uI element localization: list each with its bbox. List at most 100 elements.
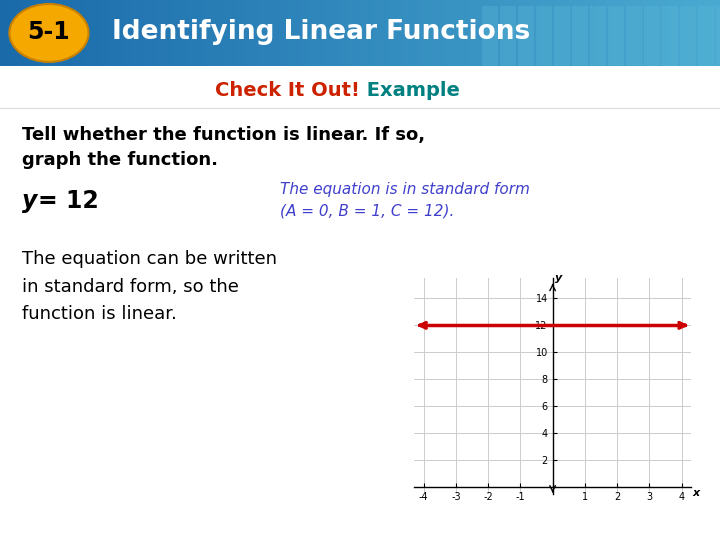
Bar — [65, 0, 73, 66]
Bar — [680, 42, 696, 54]
Bar — [536, 30, 552, 42]
Bar — [302, 0, 311, 66]
Text: Example: Example — [360, 82, 460, 100]
Bar — [295, 0, 304, 66]
Bar — [367, 0, 376, 66]
Bar — [403, 0, 412, 66]
Bar — [331, 0, 340, 66]
Bar — [446, 0, 455, 66]
Text: Check It Out!: Check It Out! — [215, 82, 360, 100]
Bar — [29, 0, 37, 66]
Bar — [518, 18, 534, 30]
Bar — [716, 54, 720, 66]
Bar — [108, 0, 117, 66]
Bar — [662, 42, 678, 54]
Bar — [684, 0, 693, 66]
Text: x: x — [693, 488, 700, 498]
Bar — [497, 0, 505, 66]
Bar — [680, 30, 696, 42]
Bar — [338, 0, 347, 66]
Bar — [259, 0, 268, 66]
Bar — [187, 0, 196, 66]
Bar — [137, 0, 145, 66]
Bar — [360, 0, 369, 66]
Bar — [644, 6, 660, 18]
Bar — [569, 0, 577, 66]
Bar — [716, 6, 720, 18]
Bar — [500, 6, 516, 18]
Bar — [648, 0, 657, 66]
Bar — [536, 54, 552, 66]
Bar — [540, 0, 549, 66]
Bar — [590, 54, 606, 66]
Bar — [536, 18, 552, 30]
Bar — [626, 0, 635, 66]
Text: The equation is in standard form: The equation is in standard form — [280, 182, 530, 197]
Bar — [662, 54, 678, 66]
Bar — [626, 54, 642, 66]
Bar — [590, 6, 606, 18]
Bar — [662, 18, 678, 30]
Bar — [547, 0, 556, 66]
Bar — [608, 18, 624, 30]
Bar — [439, 0, 448, 66]
Bar — [209, 0, 217, 66]
Bar — [374, 0, 383, 66]
Bar — [346, 0, 354, 66]
Bar — [454, 0, 462, 66]
Bar — [151, 0, 160, 66]
Bar — [698, 30, 714, 42]
Text: Identifying Linear Functions: Identifying Linear Functions — [112, 18, 530, 45]
Bar — [490, 0, 498, 66]
Bar — [468, 0, 477, 66]
Bar — [713, 0, 720, 66]
Bar — [583, 0, 592, 66]
Bar — [626, 6, 642, 18]
Bar — [590, 18, 606, 30]
Bar — [644, 30, 660, 42]
Bar — [382, 0, 390, 66]
Bar — [576, 0, 585, 66]
Bar — [410, 0, 419, 66]
Text: The equation can be written
in standard form, so the
function is linear.: The equation can be written in standard … — [22, 251, 277, 323]
Text: (A = 0, B = 1, C = 12).: (A = 0, B = 1, C = 12). — [280, 203, 454, 218]
Bar — [698, 18, 714, 30]
Bar — [608, 54, 624, 66]
Bar — [482, 54, 498, 66]
Bar — [518, 6, 534, 18]
Bar — [58, 0, 66, 66]
Bar — [626, 18, 642, 30]
Bar — [626, 42, 642, 54]
Text: y: y — [555, 273, 562, 283]
Bar — [353, 0, 361, 66]
Bar — [716, 30, 720, 42]
Bar — [698, 6, 714, 18]
Bar — [166, 0, 174, 66]
Bar — [310, 0, 318, 66]
Bar — [252, 0, 261, 66]
Bar — [677, 0, 685, 66]
Bar — [475, 0, 484, 66]
Bar — [590, 42, 606, 54]
Bar — [86, 0, 95, 66]
Bar — [389, 0, 397, 66]
Bar — [536, 42, 552, 54]
Bar — [274, 0, 282, 66]
Text: y: y — [22, 188, 37, 213]
Bar — [598, 0, 606, 66]
Bar — [608, 6, 624, 18]
Bar — [554, 30, 570, 42]
Bar — [14, 0, 23, 66]
Bar — [716, 18, 720, 30]
Bar — [562, 0, 570, 66]
Bar — [680, 6, 696, 18]
Bar — [266, 0, 275, 66]
Bar — [101, 0, 109, 66]
Bar — [43, 0, 52, 66]
Bar — [608, 42, 624, 54]
Text: = 12: = 12 — [38, 188, 99, 213]
Bar — [317, 0, 325, 66]
Bar — [202, 0, 210, 66]
Bar — [7, 0, 16, 66]
Bar — [461, 0, 469, 66]
